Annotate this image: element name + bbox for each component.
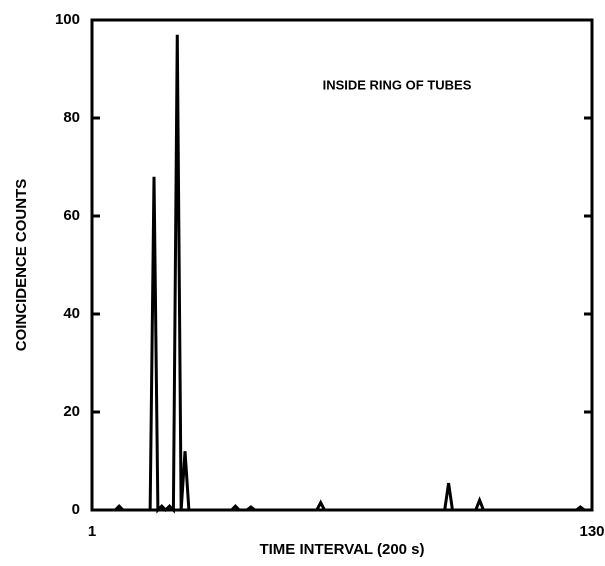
y-tick-label: 60 — [63, 207, 80, 224]
x-axis-label: TIME INTERVAL (200 s) — [259, 541, 424, 558]
x-tick-label: 1 — [88, 523, 96, 540]
y-tick-label: 100 — [55, 11, 80, 28]
x-tick-label: 130 — [579, 523, 604, 540]
plot-frame — [90, 18, 594, 512]
y-axis-label: COINCIDENCE COUNTS — [13, 179, 30, 352]
y-tick-label: 40 — [63, 305, 80, 322]
annotation: INSIDE RING OF TUBES — [323, 77, 472, 92]
y-tick-label: 20 — [63, 403, 80, 420]
series-line — [92, 34, 592, 514]
y-tick-label: 80 — [63, 109, 80, 126]
y-tick-label: 0 — [72, 501, 80, 518]
